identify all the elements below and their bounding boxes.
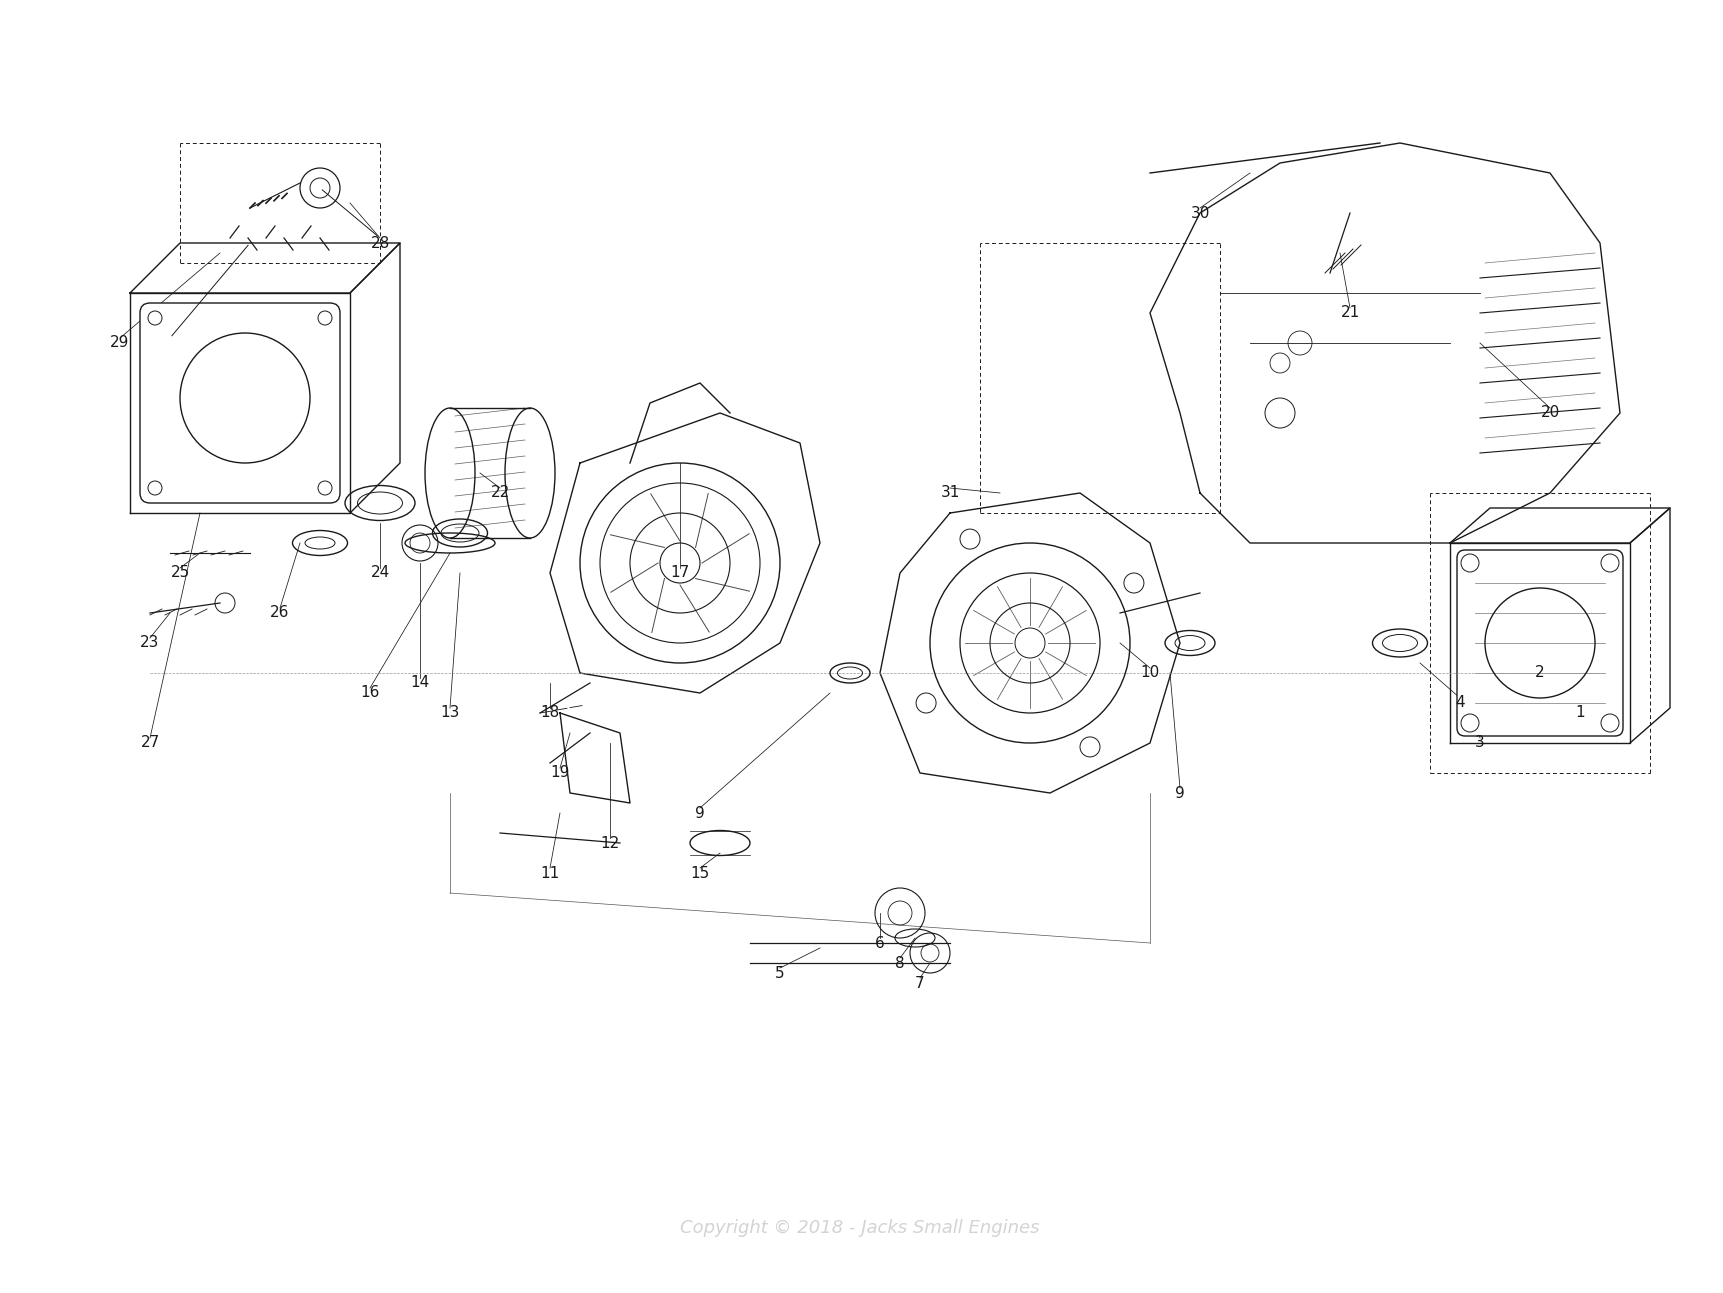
FancyBboxPatch shape — [140, 303, 339, 503]
Text: 22: 22 — [491, 485, 510, 500]
Text: Copyright © 2018 - Jacks Small Engines: Copyright © 2018 - Jacks Small Engines — [681, 1219, 1039, 1237]
Text: 9: 9 — [1175, 786, 1185, 800]
Text: 27: 27 — [140, 736, 160, 750]
Text: 5: 5 — [775, 966, 784, 980]
Text: 29: 29 — [110, 335, 129, 350]
Text: 19: 19 — [550, 765, 570, 781]
Text: 4: 4 — [1456, 696, 1465, 710]
Text: 13: 13 — [441, 706, 460, 720]
Text: 26: 26 — [271, 605, 289, 621]
Text: 15: 15 — [691, 865, 710, 881]
Text: 23: 23 — [140, 635, 160, 650]
Text: 21: 21 — [1340, 305, 1359, 321]
FancyBboxPatch shape — [1458, 550, 1623, 736]
Text: 1: 1 — [1575, 706, 1585, 720]
Text: 7: 7 — [915, 975, 925, 990]
Text: 30: 30 — [1191, 206, 1210, 221]
Text: 6: 6 — [875, 936, 886, 950]
Text: 14: 14 — [410, 675, 429, 690]
Text: 11: 11 — [541, 865, 560, 881]
Text: 2: 2 — [1535, 666, 1546, 680]
Text: 12: 12 — [600, 835, 620, 851]
Text: 9: 9 — [694, 806, 705, 821]
Text: 17: 17 — [670, 565, 689, 581]
Text: 3: 3 — [1475, 736, 1485, 750]
Text: 28: 28 — [370, 235, 389, 251]
Text: 18: 18 — [541, 706, 560, 720]
Text: 16: 16 — [360, 685, 379, 701]
Text: 25: 25 — [171, 565, 190, 581]
Text: 24: 24 — [370, 565, 389, 581]
Text: 10: 10 — [1141, 666, 1160, 680]
Text: 8: 8 — [896, 956, 905, 971]
Text: 20: 20 — [1540, 406, 1559, 420]
Text: 31: 31 — [941, 485, 960, 500]
